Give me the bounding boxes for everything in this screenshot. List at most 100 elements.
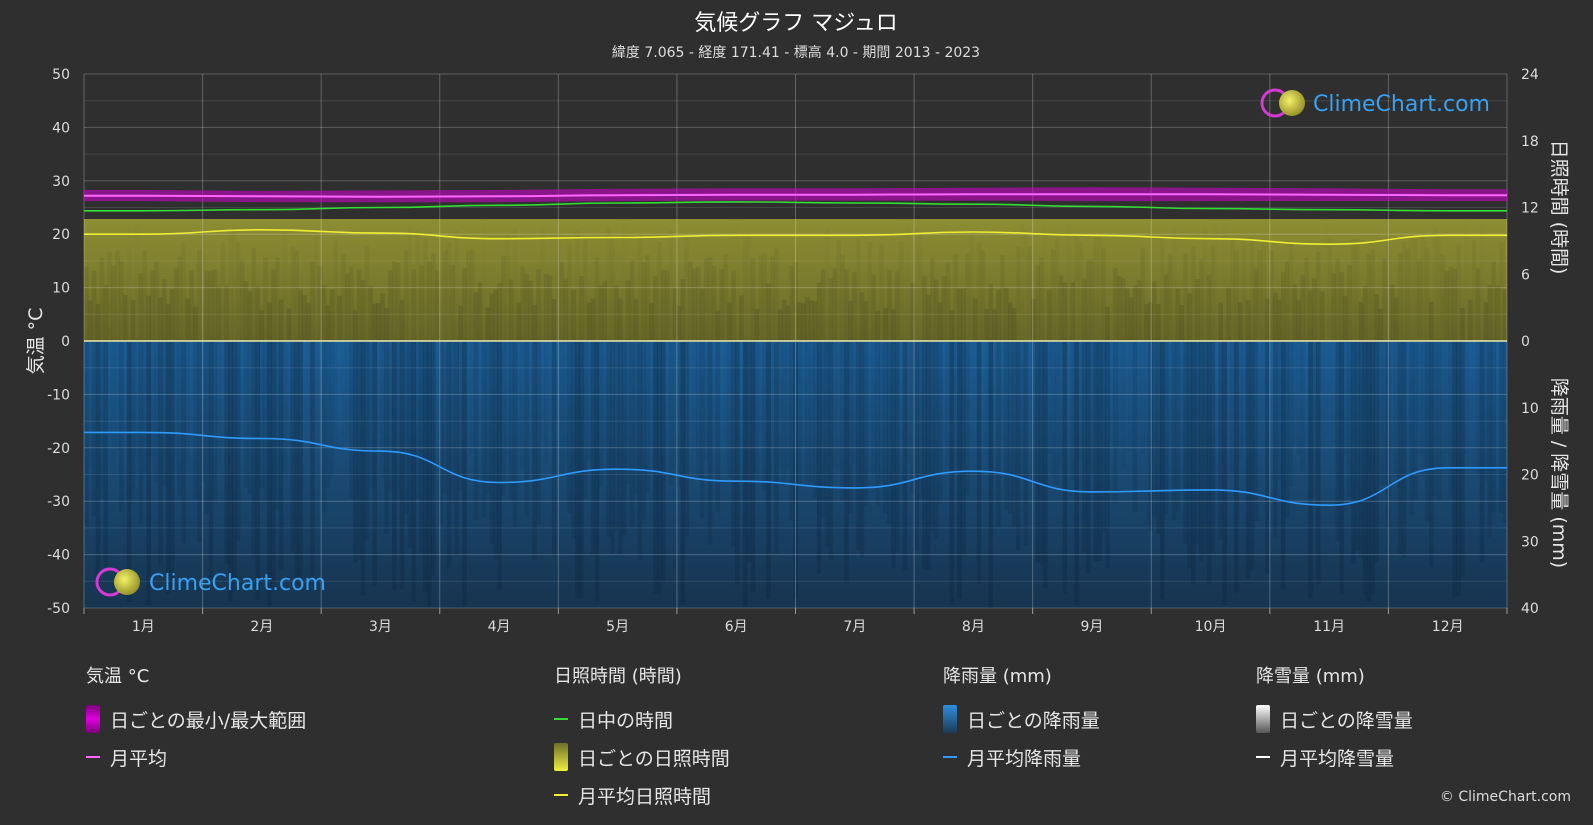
rain-day-stripe: [1316, 341, 1321, 585]
sunshine-day-stripe: [1319, 291, 1325, 342]
sunshine-day-stripe: [1347, 265, 1352, 342]
sunshine-day-stripe: [1067, 224, 1072, 341]
sunshine-day-stripe: [820, 268, 826, 342]
rain-day-stripe: [142, 341, 147, 474]
sunshine-day-stripe: [559, 261, 565, 341]
rain-day-stripe: [1499, 341, 1504, 514]
rain-day-stripe: [1078, 341, 1083, 461]
legend-item: 月平均降雨量: [943, 738, 1100, 776]
sunshine-area: [84, 219, 1507, 341]
rain-day-stripe: [879, 341, 884, 481]
rain-day-stripe: [1472, 341, 1477, 426]
watermark-text: ClimeChart.com: [149, 571, 326, 596]
rain-day-stripe: [286, 341, 292, 450]
sunshine-day-stripe: [1335, 258, 1340, 341]
sunshine-day-stripe: [824, 229, 830, 341]
sunshine-day-stripe: [1390, 284, 1395, 341]
sunshine-day-stripe: [969, 234, 974, 342]
chart-subtitle: 緯度 7.065 - 経度 171.41 - 標高 4.0 - 期間 2013 …: [612, 44, 980, 61]
rain-day-stripe: [868, 341, 873, 434]
rain-day-stripe: [372, 341, 377, 586]
rain-day-stripe: [696, 341, 701, 479]
rain-day-stripe: [922, 341, 927, 569]
rain-day-stripe: [891, 341, 896, 568]
sunshine-day-stripe: [325, 304, 331, 341]
sunshine-day-stripe: [801, 303, 806, 341]
rain-day-stripe: [742, 341, 748, 607]
rain-day-stripe: [392, 341, 397, 591]
right-bottom-tick-label: 20: [1521, 468, 1539, 484]
sunshine-day-stripe: [859, 292, 865, 341]
rain-day-stripe: [115, 341, 120, 451]
sunshine-day-stripe: [1269, 250, 1274, 341]
rain-day-stripe: [438, 341, 444, 525]
rain-day-stripe: [961, 341, 966, 557]
rain-day-stripe: [676, 341, 682, 487]
sunshine-day-stripe: [232, 226, 237, 341]
rain-day-stripe: [1019, 341, 1025, 478]
sunshine-day-stripe: [848, 300, 853, 342]
sunshine-day-stripe: [1105, 306, 1110, 341]
rain-day-stripe: [1117, 341, 1122, 449]
rain-day-stripe: [1113, 341, 1118, 504]
legend-item: 月平均: [86, 738, 306, 776]
rain-day-stripe: [1191, 341, 1196, 585]
sunshine-day-stripe: [778, 309, 783, 341]
month-tick-label: 10月: [1195, 619, 1227, 635]
sunshine-day-stripe: [509, 279, 514, 341]
rain-day-stripe: [1343, 341, 1348, 456]
rain-day-stripe: [516, 341, 522, 452]
sunshine-day-stripe: [333, 238, 338, 341]
sunshine-day-stripe: [150, 270, 155, 342]
sunshine-day-stripe: [937, 302, 943, 341]
rain-day-stripe: [883, 341, 888, 514]
rain-day-stripe: [376, 341, 381, 434]
rain-day-stripe: [1479, 341, 1485, 563]
sunshine-day-stripe: [1008, 302, 1013, 341]
rain-day-stripe: [407, 341, 413, 548]
rain-day-stripe: [1355, 341, 1360, 551]
sunshine-day-stripe: [399, 299, 405, 342]
rain-day-stripe: [754, 341, 760, 479]
rain-day-stripe: [571, 341, 576, 539]
sunshine-day-stripe: [193, 306, 198, 341]
rain-day-stripe: [294, 341, 299, 584]
sunshine-day-stripe: [290, 246, 296, 341]
sunshine-day-stripe: [1070, 281, 1075, 341]
sunshine-day-stripe: [1078, 241, 1083, 342]
rain-day-stripe: [1175, 341, 1181, 512]
rain-day-stripe: [1238, 341, 1243, 461]
sunshine-day-stripe: [875, 310, 880, 341]
rain-day-stripe: [247, 341, 253, 495]
sunshine-day-stripe: [536, 269, 541, 341]
rain-day-stripe: [563, 341, 568, 465]
sunshine-day-stripe: [368, 286, 374, 342]
rain-day-stripe: [1218, 341, 1223, 541]
rain-day-stripe: [1300, 341, 1305, 472]
sunshine-day-stripe: [236, 242, 241, 342]
sunshine-day-stripe: [583, 237, 588, 341]
rain-day-stripe: [1432, 341, 1438, 497]
rain-day-stripe: [403, 341, 409, 515]
sunshine-day-stripe: [294, 250, 299, 342]
sunshine-day-stripe: [321, 285, 327, 341]
rain-day-stripe: [797, 341, 802, 487]
legend-title: 気温 °C: [86, 666, 150, 687]
sunshine-day-stripe: [1429, 302, 1434, 342]
sunshine-day-stripe: [263, 257, 268, 342]
sunshine-day-stripe: [302, 295, 307, 342]
sunshine-day-stripe: [220, 243, 225, 342]
rain-day-stripe: [1082, 341, 1087, 553]
sunshine-day-stripe: [700, 288, 705, 342]
sunshine-day-stripe: [158, 297, 163, 342]
sunshine-day-stripe: [707, 257, 713, 342]
rain-day-stripe: [692, 341, 697, 451]
rain-day-stripe: [1405, 341, 1411, 447]
sunshine-day-stripe: [1355, 239, 1360, 342]
rain-day-stripe: [575, 341, 580, 599]
rain-day-stripe: [329, 341, 335, 477]
rain-day-stripe: [1370, 341, 1375, 595]
swatch-box: [1256, 705, 1270, 733]
sunshine-day-stripe: [910, 283, 915, 341]
sunshine-day-stripe: [785, 305, 791, 342]
